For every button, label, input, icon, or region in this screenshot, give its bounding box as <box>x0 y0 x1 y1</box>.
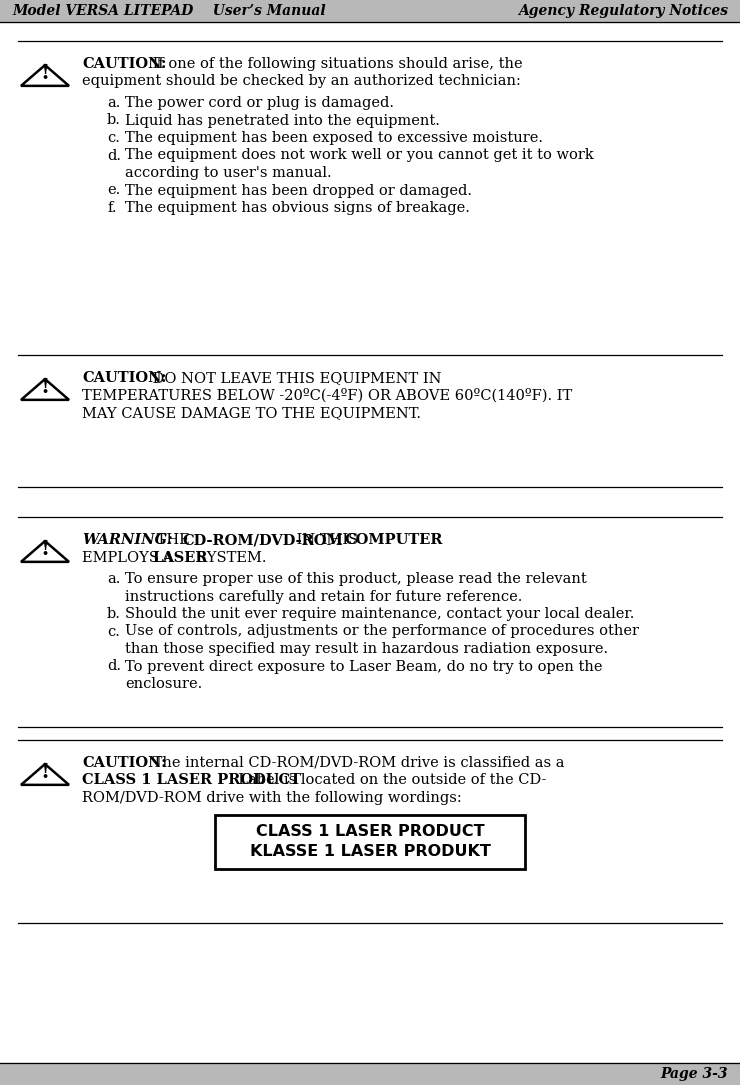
Text: according to user's manual.: according to user's manual. <box>125 166 332 180</box>
Text: equipment should be checked by an authorized technician:: equipment should be checked by an author… <box>82 75 521 89</box>
Text: !: ! <box>41 63 50 82</box>
Text: f.: f. <box>107 201 116 215</box>
Text: than those specified may result in hazardous radiation exposure.: than those specified may result in hazar… <box>125 642 608 656</box>
Text: DO NOT LEAVE THIS EQUIPMENT IN: DO NOT LEAVE THIS EQUIPMENT IN <box>148 371 442 385</box>
Text: If one of the following situations should arise, the: If one of the following situations shoul… <box>148 58 522 71</box>
Text: TEMPERATURES BELOW -20ºC(-4ºF) OR ABOVE 60ºC(140ºF). IT: TEMPERATURES BELOW -20ºC(-4ºF) OR ABOVE … <box>82 388 572 403</box>
Text: d.: d. <box>107 149 121 163</box>
Text: WARNING:: WARNING: <box>82 533 172 547</box>
Text: ROM/DVD-ROM drive with the following wordings:: ROM/DVD-ROM drive with the following wor… <box>82 791 462 805</box>
Text: Model VERSA LITEPAD    User’s Manual: Model VERSA LITEPAD User’s Manual <box>12 4 326 18</box>
Text: instructions carefully and retain for future reference.: instructions carefully and retain for fu… <box>125 589 522 603</box>
Text: To prevent direct exposure to Laser Beam, do no try to open the: To prevent direct exposure to Laser Beam… <box>125 660 602 674</box>
Text: THE: THE <box>152 533 195 547</box>
Text: Agency Regulatory Notices: Agency Regulatory Notices <box>518 4 728 18</box>
Text: b.: b. <box>107 607 121 621</box>
Text: d.: d. <box>107 660 121 674</box>
Text: Should the unit ever require maintenance, contact your local dealer.: Should the unit ever require maintenance… <box>125 607 634 621</box>
Text: b.: b. <box>107 114 121 128</box>
Text: Page 3-3: Page 3-3 <box>661 1067 728 1081</box>
Text: CLASS 1 LASER PRODUCT: CLASS 1 LASER PRODUCT <box>256 824 484 839</box>
Text: MAY CAUSE DAMAGE TO THE EQUIPMENT.: MAY CAUSE DAMAGE TO THE EQUIPMENT. <box>82 406 421 420</box>
Text: !: ! <box>41 376 50 397</box>
Text: COMPUTER: COMPUTER <box>344 533 443 547</box>
Text: The equipment has been dropped or damaged.: The equipment has been dropped or damage… <box>125 183 472 197</box>
FancyBboxPatch shape <box>215 815 525 868</box>
Bar <box>0 1063 740 1085</box>
Text: IN THIS: IN THIS <box>292 533 363 547</box>
Text: Use of controls, adjustments or the performance of procedures other: Use of controls, adjustments or the perf… <box>125 625 639 638</box>
Text: SYSTEM.: SYSTEM. <box>192 550 266 564</box>
Text: The equipment has been exposed to excessive moisture.: The equipment has been exposed to excess… <box>125 131 543 145</box>
Text: !: ! <box>41 762 50 782</box>
Text: The power cord or plug is damaged.: The power cord or plug is damaged. <box>125 95 394 110</box>
Bar <box>0 0 740 22</box>
Text: CD-ROM/DVD-ROM: CD-ROM/DVD-ROM <box>182 533 343 547</box>
Text: The internal CD-ROM/DVD-ROM drive is classified as a: The internal CD-ROM/DVD-ROM drive is cla… <box>148 756 565 770</box>
Text: EMPLOYS A: EMPLOYS A <box>82 550 179 564</box>
Text: enclosure.: enclosure. <box>125 677 202 691</box>
Text: CAUTION:: CAUTION: <box>82 371 166 385</box>
Text: e.: e. <box>107 183 120 197</box>
Text: LASER: LASER <box>152 550 207 564</box>
Text: The equipment has obvious signs of breakage.: The equipment has obvious signs of break… <box>125 201 470 215</box>
Text: . Label is located on the outside of the CD-: . Label is located on the outside of the… <box>229 774 546 788</box>
Text: KLASSE 1 LASER PRODUKT: KLASSE 1 LASER PRODUKT <box>249 844 491 859</box>
Text: CAUTION:: CAUTION: <box>82 58 166 71</box>
Text: CLASS 1 LASER PRODUCT: CLASS 1 LASER PRODUCT <box>82 774 301 788</box>
Text: CAUTION:: CAUTION: <box>82 756 166 770</box>
Text: c.: c. <box>107 625 120 638</box>
Text: c.: c. <box>107 131 120 145</box>
Text: The equipment does not work well or you cannot get it to work: The equipment does not work well or you … <box>125 149 593 163</box>
Text: a.: a. <box>107 95 121 110</box>
Text: Liquid has penetrated into the equipment.: Liquid has penetrated into the equipment… <box>125 114 440 128</box>
Text: !: ! <box>41 539 50 559</box>
Text: To ensure proper use of this product, please read the relevant: To ensure proper use of this product, pl… <box>125 572 587 586</box>
Text: a.: a. <box>107 572 121 586</box>
